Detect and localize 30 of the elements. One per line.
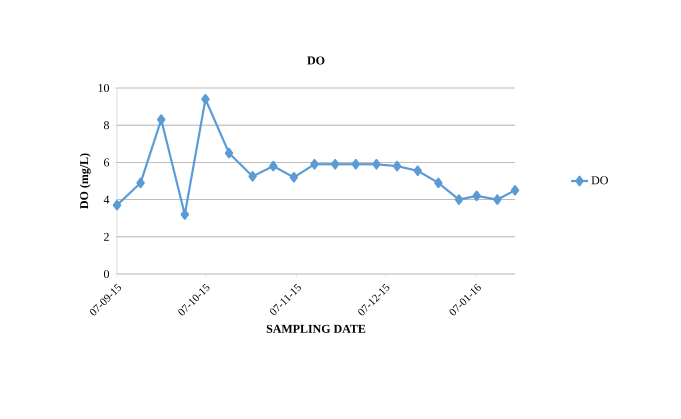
point — [413, 165, 422, 176]
point — [454, 194, 464, 205]
point — [352, 158, 360, 170]
y-tick-label: 10 — [98, 84, 110, 92]
point — [372, 158, 381, 170]
point — [156, 114, 166, 125]
y-tick-label: 6 — [104, 158, 110, 166]
point — [180, 209, 190, 220]
y-tick-label: 4 — [104, 196, 110, 204]
point — [493, 194, 502, 205]
legend-label: DO — [591, 176, 608, 184]
y-tick-label: 2 — [104, 232, 109, 241]
point — [310, 158, 319, 170]
point — [472, 190, 481, 202]
chart-title: DO — [307, 56, 324, 64]
point — [392, 160, 402, 172]
point — [434, 178, 443, 188]
point — [224, 148, 234, 158]
point — [112, 200, 122, 210]
y-tick-label: 8 — [104, 121, 110, 130]
point — [290, 172, 298, 183]
point — [510, 185, 520, 196]
point — [136, 178, 145, 188]
y-axis-title: DO (mg/L) — [80, 153, 91, 209]
point — [248, 171, 257, 182]
point — [269, 160, 278, 172]
y-tick-label: 0 — [104, 270, 110, 278]
point — [201, 94, 210, 104]
point — [330, 158, 340, 170]
x-axis-title: SAMPLING DATE — [266, 324, 366, 333]
